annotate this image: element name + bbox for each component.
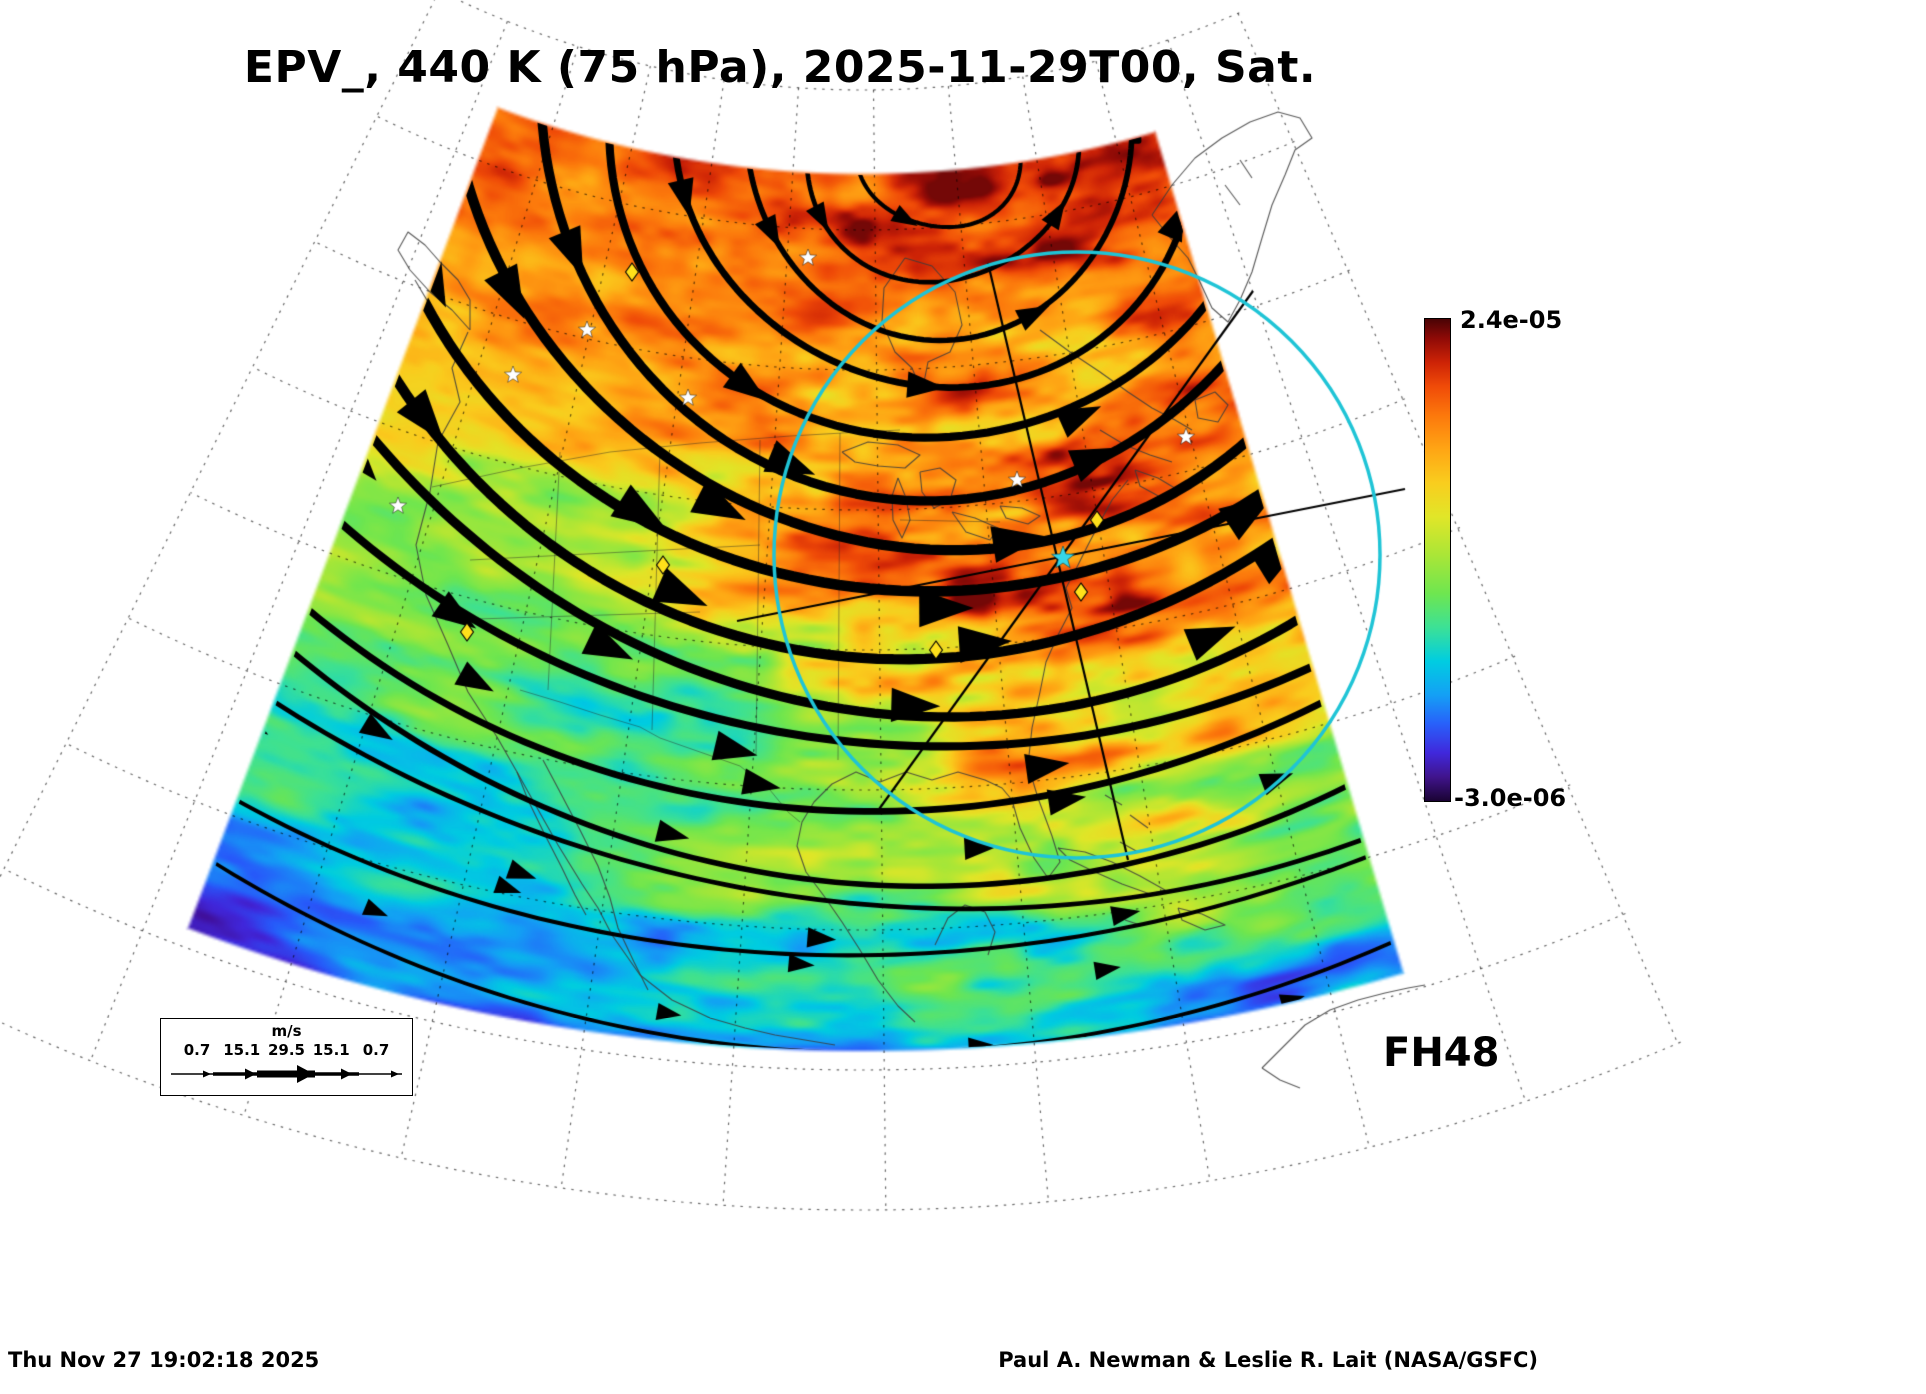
legend-tick-label: 15.1 bbox=[312, 1041, 350, 1059]
colorbar-min-label: -3.0e-06 bbox=[1454, 784, 1567, 812]
wind-scale-arrow-icon bbox=[171, 1065, 402, 1083]
forecast-hour-label: FH48 bbox=[1383, 1030, 1500, 1076]
legend-tick-label: 15.1 bbox=[223, 1041, 261, 1059]
legend-tick-row: 0.7 15.1 29.5 15.1 0.7 bbox=[161, 1040, 412, 1059]
generated-timestamp: Thu Nov 27 19:02:18 2025 bbox=[8, 1348, 320, 1372]
wind-speed-legend: m/s 0.7 15.1 29.5 15.1 0.7 bbox=[160, 1018, 413, 1096]
colorbar-max-label: 2.4e-05 bbox=[1460, 306, 1563, 334]
colorbar bbox=[1424, 318, 1451, 802]
credit-text: Paul A. Newman & Leslie R. Lait (NASA/GS… bbox=[998, 1348, 1538, 1372]
legend-tick-label: 0.7 bbox=[183, 1041, 211, 1059]
legend-tick-label: 29.5 bbox=[267, 1041, 305, 1059]
plot-title: EPV_, 440 K (75 hPa), 2025-11-29T00, Sat… bbox=[243, 42, 1317, 93]
legend-units-label: m/s bbox=[271, 1022, 302, 1040]
legend-tick-label: 0.7 bbox=[362, 1041, 390, 1059]
